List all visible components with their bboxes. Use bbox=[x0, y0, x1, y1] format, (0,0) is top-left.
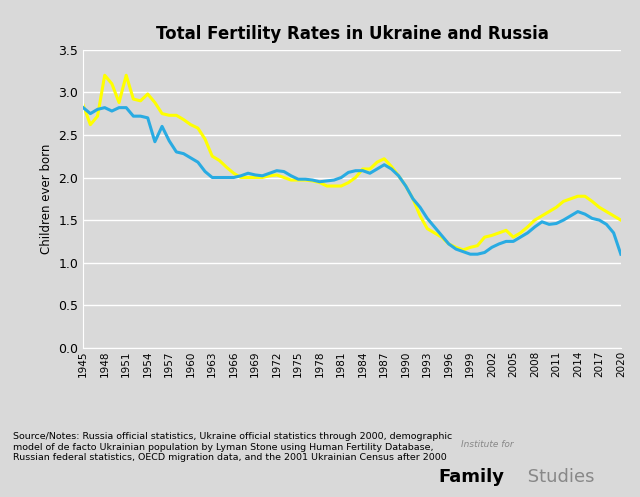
Text: Studies: Studies bbox=[522, 468, 594, 486]
Y-axis label: Children ever born: Children ever born bbox=[40, 144, 52, 254]
Text: Family: Family bbox=[438, 468, 504, 486]
Text: Institute for: Institute for bbox=[461, 440, 513, 449]
Text: Source/Notes: Russia official statistics, Ukraine official statistics through 20: Source/Notes: Russia official statistics… bbox=[13, 432, 452, 462]
Title: Total Fertility Rates in Ukraine and Russia: Total Fertility Rates in Ukraine and Rus… bbox=[156, 24, 548, 43]
